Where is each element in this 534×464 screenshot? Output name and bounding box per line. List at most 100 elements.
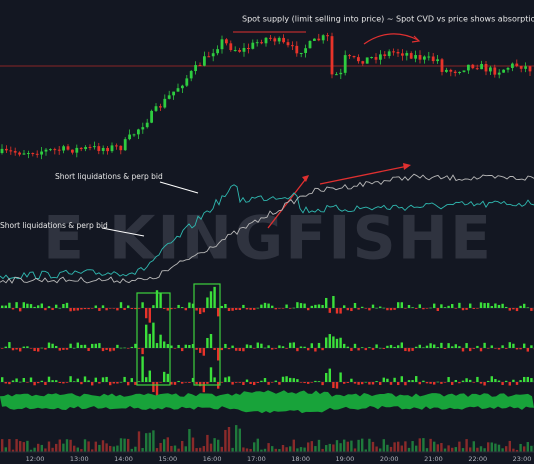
volume-bar — [37, 348, 40, 352]
candle — [313, 38, 316, 41]
histogram-bar — [422, 438, 425, 452]
candle — [497, 72, 501, 75]
volume-bar — [116, 382, 119, 384]
histogram-bar — [109, 445, 112, 452]
volume-bar — [292, 307, 295, 309]
volume-bar — [281, 346, 285, 348]
volume-bar — [440, 382, 443, 384]
histogram-bar — [515, 449, 519, 452]
histogram-bar — [119, 438, 123, 452]
time-label: 12:00 — [26, 455, 45, 463]
candle — [225, 39, 228, 44]
histogram-bar — [191, 437, 195, 452]
volume-bar — [357, 382, 360, 385]
volume-bar — [51, 343, 54, 348]
candle — [471, 64, 475, 69]
time-label: 15:00 — [158, 455, 177, 463]
volume-bar — [407, 304, 411, 308]
volume-bar — [461, 308, 465, 311]
candle — [352, 56, 356, 58]
volume-bar — [454, 344, 457, 348]
histogram-bar — [152, 430, 155, 452]
volume-bar — [364, 381, 367, 383]
volume-bar — [497, 304, 501, 308]
candle — [260, 42, 263, 44]
volume-bar — [375, 344, 378, 348]
volume-bar — [465, 343, 468, 348]
volume-bar — [65, 302, 69, 308]
candle — [132, 134, 136, 136]
histogram-bar — [303, 447, 306, 452]
volume-bar — [109, 382, 112, 386]
volume-bar — [310, 343, 313, 348]
volume-bar — [465, 378, 468, 382]
candle — [484, 64, 488, 72]
arrow-head — [302, 175, 309, 182]
candle — [97, 146, 101, 151]
volume-bar — [292, 342, 295, 348]
volume-bar — [325, 372, 328, 382]
volume-bar — [332, 295, 335, 308]
histogram-bar — [451, 447, 454, 452]
histogram-bar — [361, 438, 364, 452]
volume-bar — [123, 308, 126, 311]
time-label: 18:00 — [291, 455, 310, 463]
volume-bar — [397, 382, 400, 386]
histogram-bar — [285, 447, 288, 452]
volume-bar — [382, 348, 385, 349]
histogram-bar — [195, 448, 198, 452]
volume-bar — [8, 342, 11, 348]
volume-bar — [389, 344, 393, 348]
candle — [53, 149, 57, 151]
candle — [493, 67, 497, 75]
volume-bar — [278, 345, 281, 348]
volume-bar — [4, 382, 7, 384]
candle — [392, 51, 395, 53]
volume-bar — [199, 382, 202, 387]
volume-bar — [476, 345, 479, 348]
volume-bar — [224, 343, 227, 348]
volume-bar — [386, 378, 389, 382]
annotation: Spot supply (limit selling into price) ~… — [242, 15, 534, 24]
volume-bar — [134, 343, 137, 348]
candle — [0, 148, 4, 153]
volume-bar — [40, 303, 43, 308]
histogram-bar — [397, 441, 400, 452]
volume-bar — [163, 308, 166, 309]
histogram-bar — [501, 448, 504, 452]
volume-bar — [145, 377, 148, 382]
volume-bar — [152, 322, 155, 348]
volume-bar — [209, 291, 213, 308]
volume-bar — [310, 382, 313, 383]
volume-bar — [530, 345, 533, 348]
volume-bar — [508, 342, 511, 348]
volume-bar — [263, 347, 267, 349]
volume-bar — [483, 342, 486, 348]
volume-bar — [227, 348, 231, 350]
volume-bar — [314, 348, 317, 352]
volume-bar — [170, 382, 173, 385]
volume-bar — [33, 382, 36, 386]
volume-bar — [274, 380, 277, 382]
histogram-bar — [76, 447, 79, 452]
volume-bar — [220, 305, 223, 308]
histogram-bar — [350, 440, 353, 452]
volume-bar — [263, 302, 267, 308]
volume-bar — [339, 337, 342, 348]
volume-bar — [371, 304, 375, 308]
volume-bar — [328, 368, 331, 382]
histogram-bar — [400, 445, 403, 452]
histogram-bar — [472, 441, 475, 452]
volume-bar — [224, 377, 227, 382]
volume-bar — [83, 344, 87, 348]
histogram-bar — [245, 448, 249, 452]
volume-bar — [353, 343, 357, 348]
volume-bar — [490, 376, 493, 382]
volume-bar — [451, 304, 454, 308]
volume-bar — [339, 308, 342, 314]
volume-bar — [44, 308, 47, 311]
volume-bar — [458, 382, 461, 384]
volume-bar — [429, 343, 432, 348]
volume-bar — [58, 307, 61, 309]
volume-bar — [361, 306, 364, 308]
